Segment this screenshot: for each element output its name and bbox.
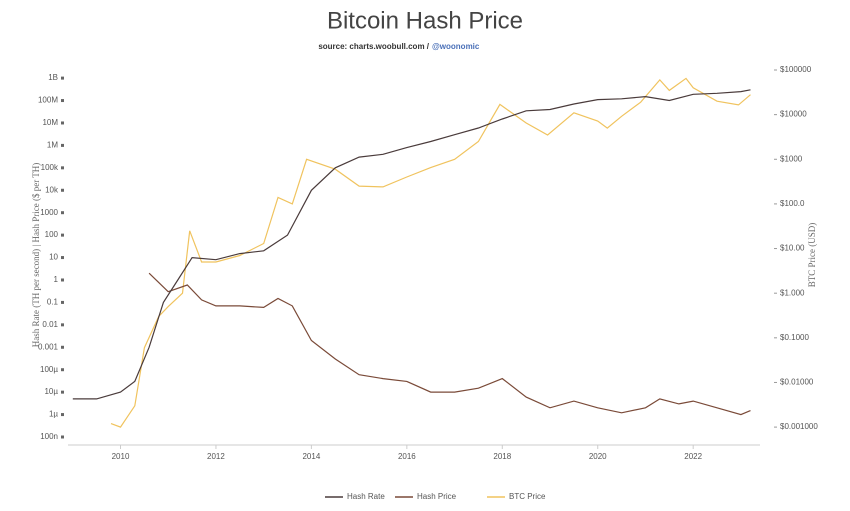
y-tick-label: 1µ bbox=[49, 410, 58, 419]
y-tick-mark bbox=[61, 188, 64, 192]
y-tick-mark bbox=[61, 300, 64, 304]
y2-tick-label: $1.000 bbox=[780, 288, 805, 297]
chart-title: Bitcoin Hash Price bbox=[327, 7, 523, 34]
y-tick-mark bbox=[61, 413, 64, 417]
y-tick-mark bbox=[61, 345, 64, 349]
y-tick-mark bbox=[61, 368, 64, 372]
chart-subtitle: source: charts.woobull.com / bbox=[318, 42, 429, 51]
y-tick-mark bbox=[61, 278, 64, 282]
x-tick-label: 2022 bbox=[684, 452, 702, 461]
y-tick-mark bbox=[61, 435, 64, 439]
y-tick-mark bbox=[61, 211, 64, 215]
y-tick-mark bbox=[61, 121, 64, 125]
legend-label: Hash Price bbox=[417, 492, 457, 501]
series-line bbox=[110, 77, 751, 428]
y2-tick-label: $100.0 bbox=[780, 199, 805, 208]
y-tick-label: 1M bbox=[47, 141, 58, 150]
y-axis-title: Hash Rate (TH per second) | Hash Price (… bbox=[31, 163, 41, 348]
y-tick-mark bbox=[61, 323, 64, 327]
y-tick-mark bbox=[61, 390, 64, 394]
y-tick-label: 1000 bbox=[40, 208, 58, 217]
y2-tick-label: $10000 bbox=[780, 110, 807, 119]
y-tick-label: 10 bbox=[49, 253, 58, 262]
y-tick-label: 0.1 bbox=[47, 298, 59, 307]
y-tick-label: 1 bbox=[54, 275, 59, 284]
y-tick-label: 100M bbox=[38, 96, 58, 105]
legend-label: BTC Price bbox=[509, 492, 546, 501]
y2-tick-label: $0.01000 bbox=[780, 378, 814, 387]
y-tick-label: 100k bbox=[41, 163, 59, 172]
y2-tick-label: $100000 bbox=[780, 65, 812, 74]
x-tick-label: 2016 bbox=[398, 452, 416, 461]
y-tick-label: 10k bbox=[45, 185, 59, 194]
legend-label: Hash Rate bbox=[347, 492, 385, 501]
y-tick-label: 10µ bbox=[44, 387, 58, 396]
x-tick-label: 2014 bbox=[302, 452, 320, 461]
y-tick-mark bbox=[61, 233, 64, 237]
y-tick-label: 1B bbox=[48, 73, 58, 82]
y-tick-label: 100n bbox=[40, 432, 58, 441]
y-tick-label: 100µ bbox=[40, 365, 58, 374]
x-tick-label: 2010 bbox=[112, 452, 130, 461]
subtitle-link[interactable]: @woonomic bbox=[432, 42, 480, 51]
x-tick-label: 2012 bbox=[207, 452, 225, 461]
y-tick-mark bbox=[61, 256, 64, 260]
series-line bbox=[148, 272, 751, 416]
y-tick-label: 10M bbox=[42, 118, 58, 127]
x-tick-label: 2018 bbox=[493, 452, 511, 461]
y2-tick-label: $0.1000 bbox=[780, 333, 809, 342]
x-tick-label: 2020 bbox=[589, 452, 607, 461]
y2-tick-label: $0.001000 bbox=[780, 422, 818, 431]
y2-tick-label: $10.00 bbox=[780, 244, 805, 253]
y-tick-mark bbox=[61, 99, 64, 103]
series-line bbox=[72, 89, 751, 400]
y-tick-label: 0.001 bbox=[38, 342, 59, 351]
y-tick-label: 0.01 bbox=[42, 320, 58, 329]
y-tick-label: 100 bbox=[45, 230, 59, 239]
y2-tick-label: $1000 bbox=[780, 154, 803, 163]
y-tick-mark bbox=[61, 166, 64, 170]
y2-axis-title: BTC Price (USD) bbox=[807, 223, 817, 288]
y-tick-mark bbox=[61, 143, 64, 147]
y-tick-mark bbox=[61, 76, 64, 80]
